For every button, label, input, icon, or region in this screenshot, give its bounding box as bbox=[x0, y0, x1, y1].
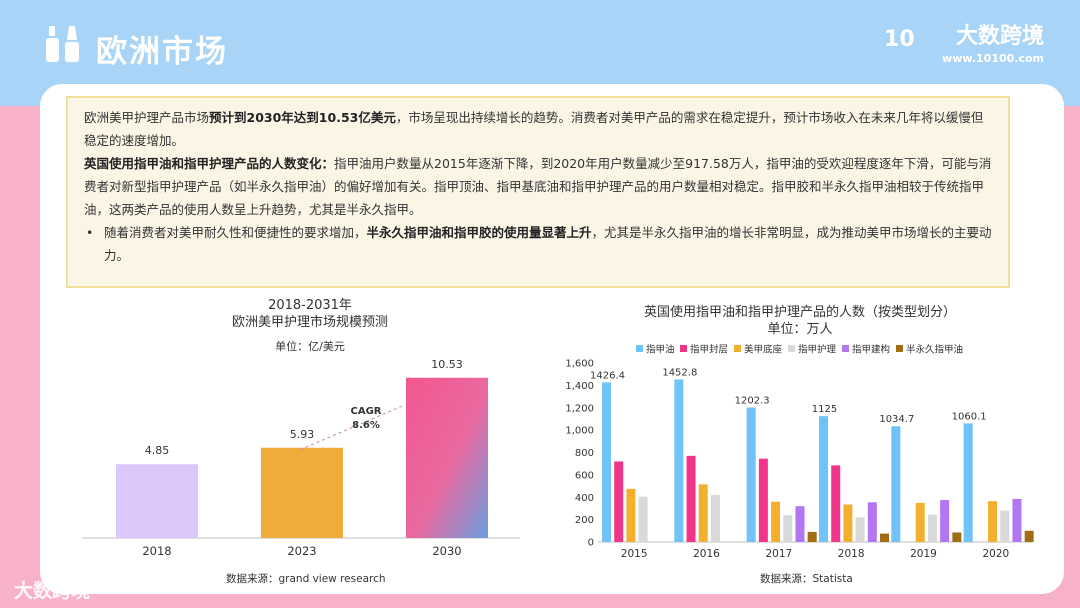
chart2-legend-swatch bbox=[842, 345, 849, 352]
chart2-bar-2018-4 bbox=[867, 502, 877, 542]
chart2-legend-label: 指甲建构 bbox=[852, 344, 890, 356]
chart2-bar-2015-1 bbox=[614, 461, 624, 542]
chart1-category-label: 2018 bbox=[142, 544, 171, 558]
summary-bullet: • 随着消费者对美甲耐久性和便捷性的要求增加，半永久指甲油和指甲胶的使用量显著上升… bbox=[84, 221, 994, 267]
chart1-source: 数据来源：grand view research bbox=[226, 573, 386, 585]
chart2-bar-2019-4 bbox=[940, 500, 950, 542]
nail-polish-icon bbox=[46, 26, 79, 62]
brand-name: 大数跨境 bbox=[955, 24, 1044, 49]
chart2-bar-2018-3 bbox=[855, 517, 865, 542]
chart2-legend-swatch bbox=[896, 345, 903, 352]
chart1-cagr-value: 8.6% bbox=[352, 420, 380, 431]
chart2-category-label: 2019 bbox=[910, 548, 937, 560]
chart2-bar-2017-3 bbox=[783, 515, 793, 542]
chart2-bar-2016-2 bbox=[698, 484, 708, 542]
chart2-category-label: 2015 bbox=[621, 548, 648, 560]
chart2-source: 数据来源：Statista bbox=[760, 573, 853, 585]
chart1-category-label: 2023 bbox=[287, 544, 316, 558]
chart2-bar-2020-0 bbox=[963, 423, 973, 542]
chart2-y-tick: 0 bbox=[588, 538, 594, 549]
chart1-cagr-line bbox=[299, 405, 404, 451]
chart2-value-label: 1034.7 bbox=[879, 414, 914, 425]
chart2-category-label: 2017 bbox=[765, 548, 792, 560]
chart1-category-label: 2030 bbox=[432, 544, 461, 558]
brand-glyph: 10 bbox=[884, 27, 915, 52]
chart2-bar-2015-0 bbox=[602, 382, 611, 542]
brand-url: www.10100.com bbox=[942, 52, 1044, 65]
chart1-value-label: 4.85 bbox=[145, 444, 170, 457]
chart1-cagr-label: CAGR bbox=[351, 406, 382, 417]
chart2-legend-swatch bbox=[734, 345, 741, 352]
chart2-legend-label: 指甲封层 bbox=[690, 344, 728, 356]
chart2-bar-2016-3 bbox=[710, 495, 720, 542]
chart2-legend-label: 美甲底座 bbox=[744, 344, 783, 356]
brand-logo: 10 大数跨境 www.10100.com bbox=[884, 24, 1044, 65]
chart2-bar-2018-1 bbox=[831, 465, 841, 542]
page-title: 欧洲市场 bbox=[96, 34, 228, 70]
chart2-bar-2015-2 bbox=[626, 488, 636, 542]
chart2-bar-2017-4 bbox=[795, 506, 805, 542]
chart2-legend-swatch bbox=[680, 345, 687, 352]
bullet-dot: • bbox=[86, 225, 94, 240]
chart2-bar-2017-1 bbox=[758, 458, 768, 542]
chart1-unit: 单位：亿/美元 bbox=[275, 340, 345, 353]
chart1-value-label: 10.53 bbox=[431, 358, 463, 371]
chart2-bar-2020-4 bbox=[1012, 498, 1022, 542]
chart2-bar-2016-0 bbox=[674, 379, 684, 542]
chart2-category-label: 2020 bbox=[982, 548, 1009, 560]
chart1-title: 2018-2031年 欧洲美甲护理市场规模预测 bbox=[231, 298, 388, 330]
chart2-bar-2017-2 bbox=[771, 501, 781, 542]
chart2-value-label: 1060.1 bbox=[952, 411, 987, 422]
chart2-legend-label: 半永久指甲油 bbox=[906, 344, 963, 356]
market-size-chart: 4.85 2018 5.93 2023 10.53 2030 CAGR 8.6% bbox=[82, 358, 520, 558]
chart2-category-label: 2016 bbox=[693, 548, 720, 560]
chart2-legend-swatch bbox=[788, 345, 795, 352]
chart2-bar-2018-5 bbox=[880, 533, 889, 542]
chart1-bar-2018 bbox=[116, 464, 198, 538]
chart1-bar-2030 bbox=[406, 377, 488, 538]
chart2-bar-2020-2 bbox=[988, 501, 998, 542]
chart1-value-label: 5.93 bbox=[290, 428, 315, 441]
chart2-bar-2017-0 bbox=[746, 407, 756, 542]
chart2-bar-2019-3 bbox=[927, 514, 937, 542]
chart2-bar-2020-5 bbox=[1024, 530, 1034, 542]
chart2-y-tick: 800 bbox=[575, 448, 594, 459]
chart2-y-tick: 1,000 bbox=[565, 426, 594, 437]
summary-paragraph-2: 英国使用指甲油和指甲护理产品的人数变化：指甲油用户数量从2015年逐渐下降，到2… bbox=[84, 156, 992, 217]
chart1-bar-2023 bbox=[261, 447, 343, 538]
chart2-y-tick: 1,400 bbox=[565, 381, 594, 392]
chart2-bar-2018-2 bbox=[843, 504, 853, 542]
chart2-y-tick: 1,600 bbox=[565, 359, 594, 370]
summary-box: 欧洲美甲护理产品市场预计到2030年达到10.53亿美元，市场呈现出持续增长的趋… bbox=[66, 96, 1010, 288]
chart2-y-tick: 600 bbox=[575, 470, 594, 481]
chart2-category-label: 2018 bbox=[838, 548, 865, 560]
footer-brand: 大数跨境 bbox=[14, 580, 91, 602]
chart2-bar-2020-3 bbox=[1000, 510, 1010, 542]
chart2-y-tick: 200 bbox=[575, 515, 594, 526]
chart2-bar-2019-5 bbox=[952, 532, 962, 542]
chart2-bar-2015-3 bbox=[638, 496, 648, 542]
chart2-bar-2019-2 bbox=[915, 502, 925, 542]
chart2-bar-2018-0 bbox=[819, 416, 828, 542]
chart2-title: 英国使用指甲油和指甲护理产品的人数（按类型划分） 单位：万人 bbox=[643, 305, 956, 337]
chart2-legend-label: 指甲护理 bbox=[798, 344, 837, 356]
chart2-value-label: 1125 bbox=[812, 404, 837, 415]
chart2-value-label: 1202.3 bbox=[735, 395, 770, 406]
chart2-value-label: 1426.4 bbox=[590, 370, 625, 381]
chart2-y-tick: 400 bbox=[575, 493, 594, 504]
chart2-y-tick: 1,200 bbox=[565, 403, 594, 414]
chart2-bar-2017-5 bbox=[807, 531, 817, 542]
chart2-bar-2016-1 bbox=[686, 455, 696, 542]
summary-paragraph-1: 欧洲美甲护理产品市场预计到2030年达到10.53亿美元，市场呈现出持续增长的趋… bbox=[84, 110, 984, 148]
chart2-legend-label: 指甲油 bbox=[646, 344, 675, 356]
chart2-bar-2019-0 bbox=[891, 426, 901, 542]
chart2-legend-swatch bbox=[636, 345, 643, 352]
chart2-value-label: 1452.8 bbox=[662, 367, 697, 378]
